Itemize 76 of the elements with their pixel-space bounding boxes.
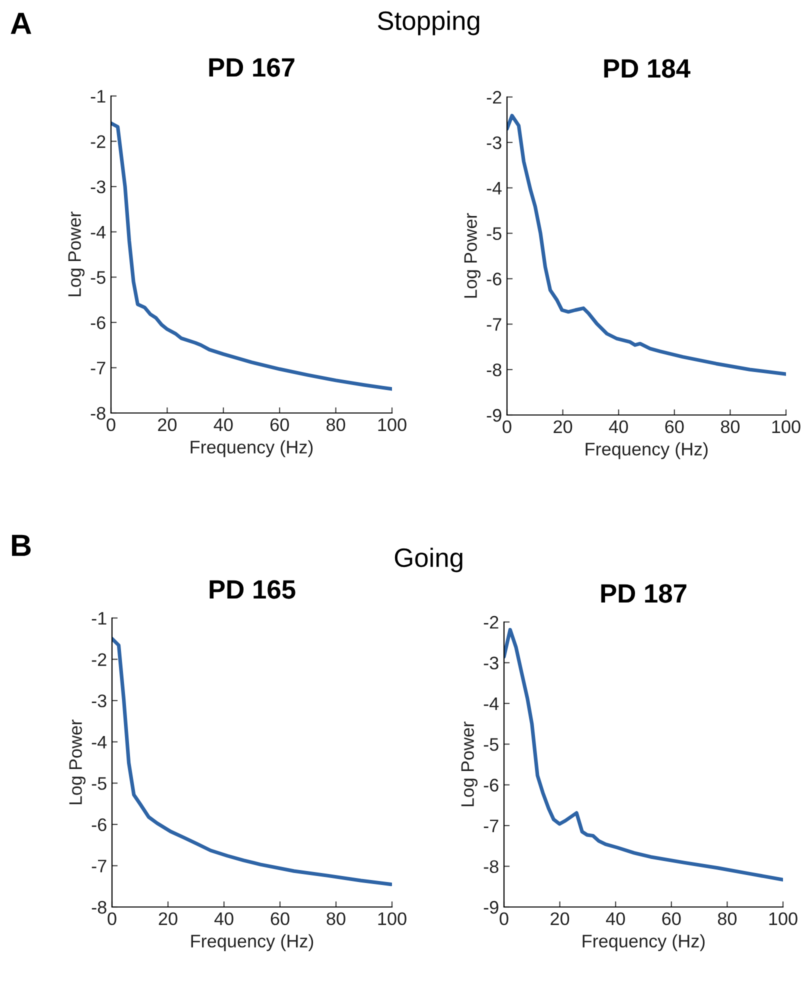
y-tick-label: -5 — [484, 738, 498, 751]
x-tick-label: 100 — [769, 912, 798, 926]
y-tick-label: -5 — [90, 271, 106, 284]
y-tick-label: -3 — [484, 656, 498, 670]
y-tick-label: -2 — [484, 616, 498, 629]
x-tick-label: 60 — [662, 912, 681, 926]
y-axis-title: Log Power — [69, 720, 86, 804]
y-tick-label: -6 — [92, 818, 106, 832]
y-tick-label: -4 — [484, 698, 499, 710]
x-axis-title: Frequency (Hz) — [190, 440, 313, 458]
y-tick-label: -8 — [486, 364, 502, 376]
x-tick-label: 80 — [326, 418, 346, 432]
line-series — [507, 114, 786, 376]
y-tick-label: -8 — [484, 860, 498, 874]
x-tick-label: 0 — [502, 420, 512, 434]
y-tick-label: -3 — [90, 180, 106, 194]
x-axis-title: Frequency (Hz) — [191, 934, 314, 952]
chart-title: PD 165 — [210, 580, 296, 599]
y-tick-label: -4 — [90, 226, 106, 238]
y-tick-label: -7 — [92, 860, 106, 872]
line-series — [504, 628, 783, 882]
y-tick-label: -7 — [486, 318, 502, 331]
x-tick-label: 100 — [378, 418, 406, 432]
y-tick-label: -7 — [90, 362, 106, 374]
x-tick-label: 20 — [554, 420, 572, 434]
y-tick-label: -6 — [90, 316, 106, 330]
line-series — [112, 636, 392, 886]
x-tick-label: 40 — [214, 418, 233, 432]
y-tick-label: -2 — [92, 653, 106, 666]
x-tick-label: 20 — [158, 912, 178, 926]
y-axis-title: Log Power — [461, 722, 478, 806]
y-tick-label: -3 — [92, 694, 106, 708]
y-tick-label: -6 — [486, 272, 502, 286]
y-tick-label: -5 — [92, 777, 106, 790]
y-tick-label: -6 — [484, 778, 498, 792]
y-tick-label: -8 — [90, 406, 106, 420]
y-axis-title: Log Power — [464, 213, 481, 298]
line-series — [111, 121, 392, 391]
x-tick-label: 60 — [270, 912, 290, 926]
x-tick-label: 60 — [665, 420, 684, 434]
x-tick-label: 100 — [378, 912, 406, 926]
x-tick-label: 60 — [270, 418, 289, 432]
x-tick-label: 80 — [326, 912, 346, 926]
text: Stopping — [378, 10, 480, 36]
y-tick-label: -2 — [486, 90, 502, 104]
chart-title: PD 167 — [209, 58, 294, 77]
chart-title: PD 184 — [604, 59, 690, 78]
text: A — [10, 12, 32, 34]
x-tick-label: 40 — [606, 912, 625, 926]
y-tick-label: -2 — [90, 135, 106, 148]
x-tick-label: 0 — [106, 418, 116, 432]
y-tick-label: -1 — [90, 90, 106, 103]
y-tick-label: -1 — [92, 612, 106, 625]
y-tick-label: -3 — [486, 136, 502, 150]
x-tick-label: 0 — [500, 912, 508, 926]
y-tick-label: -9 — [486, 408, 502, 422]
y-axis-title: Log Power — [68, 212, 85, 296]
y-tick-label: -7 — [484, 820, 498, 832]
x-tick-label: 20 — [158, 418, 177, 432]
text: Going — [394, 548, 462, 572]
chart-title: PD 187 — [601, 584, 686, 603]
x-tick-label: 0 — [108, 912, 116, 926]
y-tick-label: -9 — [484, 900, 498, 914]
y-tick-label: -5 — [486, 227, 502, 240]
x-axis-title: Frequency (Hz) — [582, 934, 705, 952]
text: B — [12, 534, 31, 556]
x-tick-label: 40 — [608, 420, 628, 434]
x-tick-label: 80 — [720, 420, 740, 434]
x-tick-label: 20 — [550, 912, 570, 926]
y-tick-label: -4 — [92, 736, 107, 748]
x-tick-label: 100 — [772, 420, 800, 434]
x-tick-label: 40 — [214, 912, 234, 926]
x-axis-title: Frequency (Hz) — [586, 442, 708, 460]
x-tick-label: 80 — [718, 912, 737, 926]
y-tick-label: -4 — [486, 182, 502, 194]
y-tick-label: -8 — [92, 900, 106, 914]
